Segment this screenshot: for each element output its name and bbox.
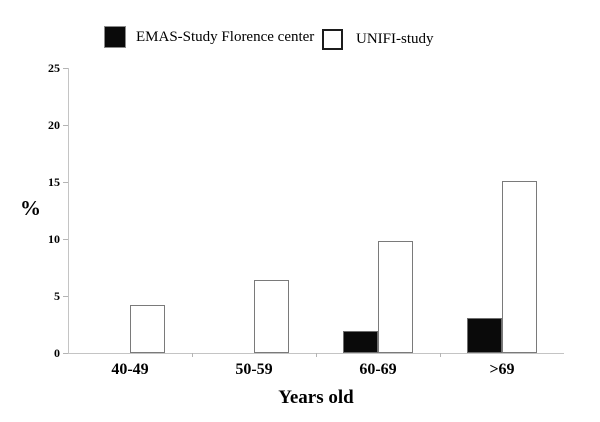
bar-unifi->69	[502, 181, 537, 353]
x-tick-mark	[440, 353, 441, 357]
x-category-label: >69	[489, 361, 515, 378]
y-tick-label: 20	[48, 118, 60, 132]
x-tick-mark	[192, 353, 193, 357]
y-tick-label: 15	[48, 175, 60, 189]
legend-swatch-filled-square-icon	[104, 26, 126, 48]
y-tick-mark	[63, 68, 68, 69]
y-tick-label: 5	[54, 289, 60, 303]
y-axis-title: %	[20, 196, 41, 220]
y-tick-label: 10	[48, 232, 60, 246]
y-tick-mark	[63, 239, 68, 240]
y-tick-label: 0	[54, 346, 60, 360]
bar-unifi-60-69	[378, 241, 413, 353]
x-tick-mark	[316, 353, 317, 357]
legend-item-unifi: UNIFI-study	[322, 28, 434, 50]
x-axis-title: Years old	[278, 387, 354, 408]
x-category-label: 40-49	[111, 361, 149, 378]
bar-emas->69	[467, 318, 502, 353]
y-tick-mark	[63, 353, 68, 354]
x-category-label: 50-59	[235, 361, 273, 378]
x-category-label: 60-69	[359, 361, 397, 378]
legend-swatch-outlined-square-icon	[322, 28, 343, 50]
y-tick-mark	[63, 182, 68, 183]
bar-unifi-50-59	[254, 280, 289, 353]
y-tick-label: 25	[48, 61, 60, 75]
y-tick-mark	[63, 296, 68, 297]
legend-item-emas: EMAS-Study Florence center	[104, 26, 314, 48]
legend-label: EMAS-Study Florence center	[136, 29, 315, 45]
legend-label: UNIFI-study	[356, 31, 434, 47]
bar-emas-60-69	[343, 331, 378, 353]
y-tick-mark	[63, 125, 68, 126]
y-axis-line	[68, 68, 69, 353]
bar-unifi-40-49	[130, 305, 165, 353]
